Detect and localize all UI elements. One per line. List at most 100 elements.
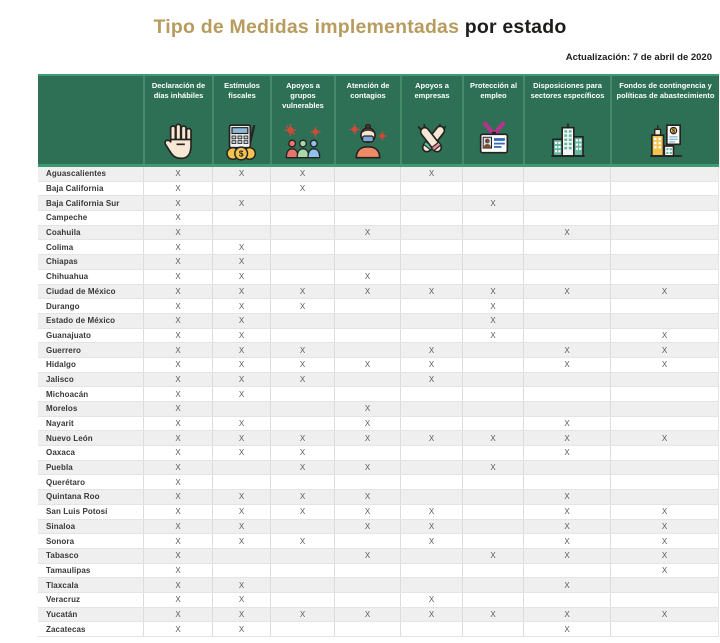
state-name: Ciudad de México (46, 286, 116, 296)
measure-mark: X (270, 504, 334, 519)
measure-empty (400, 460, 462, 475)
measure-empty (610, 578, 718, 592)
measure-mark: X (334, 504, 400, 519)
measure-empty (270, 240, 334, 255)
measure-mark: X (462, 548, 523, 563)
measure-empty (610, 592, 718, 607)
measure-empty (462, 416, 523, 431)
measure-mark: X (143, 211, 212, 225)
state-name: Zacatecas (46, 624, 86, 634)
measure-empty (334, 578, 400, 592)
measure-empty (212, 548, 270, 563)
measure-mark: X (462, 460, 523, 475)
measure-mark: X (212, 284, 270, 299)
measure-empty (334, 299, 400, 313)
measure-empty (270, 592, 334, 607)
title-main: Tipo de Medidas implementadas (153, 16, 460, 38)
measure-mark: X (143, 607, 212, 622)
column-header-label: Protección al empleo (469, 81, 518, 100)
measure-empty (270, 211, 334, 225)
measure-mark: X (523, 504, 610, 519)
table-row: Chihuahua X X X (38, 269, 718, 285)
measure-mark: X (610, 328, 718, 343)
measure-mark: X (523, 446, 610, 460)
measure-empty (462, 504, 523, 519)
state-name: Hidalgo (46, 360, 77, 370)
measure-mark: X (400, 519, 462, 534)
measure-mark: X (143, 563, 212, 578)
measure-mark: X (143, 328, 212, 343)
measure-empty (334, 181, 400, 196)
column-header: Apoyos a empresas (400, 76, 462, 164)
measure-mark: X (143, 255, 212, 269)
measure-empty (523, 372, 610, 387)
measure-empty (270, 402, 334, 416)
measure-mark: X (143, 357, 212, 372)
masked-person-icon (348, 121, 388, 161)
measure-mark: X (400, 372, 462, 387)
measure-empty (270, 519, 334, 534)
state-name: Guerrero (46, 345, 82, 355)
measure-mark: X (212, 372, 270, 387)
measure-empty (334, 240, 400, 255)
measure-empty (523, 592, 610, 607)
measure-mark: X (610, 284, 718, 299)
measure-empty (212, 475, 270, 490)
table-row: Estado de México X X X (38, 313, 718, 329)
column-header: Apoyos a grupos vulnerables (270, 76, 334, 164)
state-name: Tamaulipas (46, 565, 91, 575)
svg-text:$: $ (671, 129, 674, 135)
measure-mark: X (462, 607, 523, 622)
state-name: Michoacán (46, 389, 89, 399)
measure-mark: X (143, 240, 212, 255)
measure-mark: X (143, 372, 212, 387)
column-header-label: Fondos de contingencia y políticas de ab… (616, 81, 715, 100)
measure-empty (270, 196, 334, 211)
measure-empty (462, 343, 523, 357)
state-name: Baja California Sur (46, 198, 120, 208)
measure-mark: X (523, 225, 610, 240)
measure-empty (400, 225, 462, 240)
measure-empty (523, 299, 610, 313)
measure-mark: X (143, 343, 212, 357)
measure-mark: X (610, 548, 718, 563)
measure-mark: X (462, 328, 523, 343)
measure-mark: X (212, 578, 270, 592)
measure-mark: X (212, 534, 270, 548)
measure-mark: X (212, 431, 270, 446)
title-suffix: por estado (459, 16, 567, 38)
measure-mark: X (212, 490, 270, 504)
measure-mark: X (334, 431, 400, 446)
measure-empty (462, 387, 523, 401)
measure-mark: X (143, 504, 212, 519)
measure-mark: X (143, 578, 212, 592)
table-row: Coahuila X X X (38, 225, 718, 241)
table-row: Sinaloa X X X X X X (38, 519, 718, 535)
measure-empty (400, 475, 462, 490)
measure-mark: X (270, 299, 334, 313)
measure-empty (610, 460, 718, 475)
measure-empty (212, 460, 270, 475)
column-header: Protección al empleo (462, 76, 523, 164)
measure-empty (610, 313, 718, 328)
measure-empty (523, 475, 610, 490)
state-name: Colima (46, 242, 74, 252)
measure-mark: X (143, 299, 212, 313)
measure-mark: X (270, 343, 334, 357)
state-column-header (38, 76, 143, 164)
measure-empty (610, 402, 718, 416)
measure-mark: X (143, 387, 212, 401)
measure-empty (270, 255, 334, 269)
measure-mark: X (523, 490, 610, 504)
measure-empty (334, 211, 400, 225)
table-row: Guerrero X X X X X X (38, 343, 718, 358)
measure-empty (523, 328, 610, 343)
measure-mark: X (523, 416, 610, 431)
measure-mark: X (212, 343, 270, 357)
measure-mark: X (610, 519, 718, 534)
buildings-icon (548, 121, 588, 161)
measure-empty (400, 446, 462, 460)
measure-empty (270, 328, 334, 343)
measure-mark: X (400, 534, 462, 548)
state-name: San Luis Potosí (46, 507, 108, 517)
